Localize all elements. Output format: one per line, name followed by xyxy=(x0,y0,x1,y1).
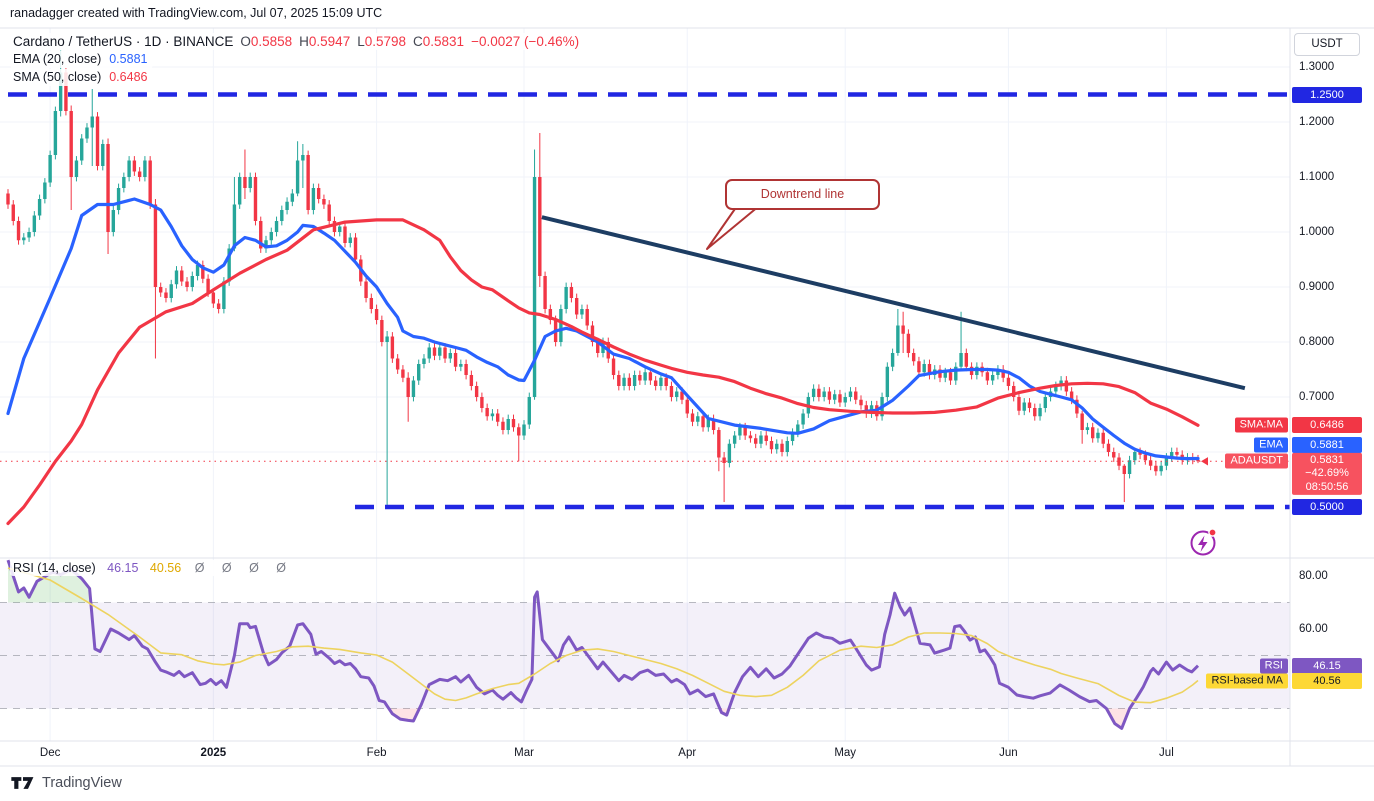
change-value: −0.0027 (−0.46%) xyxy=(471,34,580,49)
open-value: 0.5858 xyxy=(250,34,293,49)
tradingview-logo-text: TradingView xyxy=(42,775,122,791)
high-value: 0.5947 xyxy=(308,34,351,49)
symbol-legend-row[interactable]: Cardano / TetherUS · 1D · BINANCE O0.585… xyxy=(10,33,586,50)
ema-line xyxy=(6,197,1200,461)
time-label-Jul: Jul xyxy=(1159,747,1174,759)
rsi-label: RSI (14, close) xyxy=(13,561,96,575)
time-label-Jun: Jun xyxy=(999,747,1018,759)
axis-pill-ema-value: 0.5881 xyxy=(1292,437,1362,453)
open-label: O xyxy=(240,34,251,49)
axis-pill-sma-value: 0.6486 xyxy=(1292,417,1362,434)
sma-value: 0.6486 xyxy=(109,70,148,84)
sma-line xyxy=(6,218,1200,526)
price-tick-0.9000: 0.9000 xyxy=(1299,281,1335,293)
axis-tag-rsi-value: RSI xyxy=(1259,658,1288,674)
price-tick-0.7000: 0.7000 xyxy=(1299,391,1335,403)
time-label-Feb: Feb xyxy=(366,747,387,759)
downtrend-annotation[interactable]: Downtrend line xyxy=(725,179,880,210)
axis-pill-level-lower: 0.5000 xyxy=(1292,499,1362,515)
tradingview-logo[interactable]: TradingView xyxy=(10,773,122,793)
ema-label: EMA (20, close) xyxy=(13,52,102,66)
ema-legend-row[interactable]: EMA (20, close) 0.5881 xyxy=(10,51,154,68)
price-tick-0.8000: 0.8000 xyxy=(1299,336,1335,348)
lightning-icon xyxy=(1190,530,1216,556)
axis-tag-ema-value: EMA xyxy=(1254,437,1288,453)
axis-tag-rsi-ma-value: RSI-based MA xyxy=(1206,673,1288,689)
time-label-Mar: Mar xyxy=(514,747,534,759)
rsi-hidden-values: Ø Ø Ø Ø xyxy=(194,561,293,575)
low-label: L xyxy=(357,34,365,49)
chart-legend: Cardano / TetherUS · 1D · BINANCE O0.585… xyxy=(10,33,586,87)
rsi-legend-row[interactable]: RSI (14, close) 46.15 40.56 Ø Ø Ø Ø xyxy=(10,560,299,576)
rsi-tick-80.00: 80.00 xyxy=(1299,570,1328,582)
time-label-2025: 2025 xyxy=(200,747,227,759)
axis-tag-sma-value: SMA:MA xyxy=(1234,417,1288,433)
tradingview-logo-icon xyxy=(11,777,34,789)
annotation-tail xyxy=(706,205,760,250)
low-value: 0.5798 xyxy=(364,34,407,49)
sma-legend-row[interactable]: SMA (50, close) 0.6486 xyxy=(10,69,154,86)
notification-dot xyxy=(1208,528,1217,537)
price-tick-1.2000: 1.2000 xyxy=(1299,116,1335,128)
price-tick-1.1000: 1.1000 xyxy=(1299,171,1335,183)
symbol-title: Cardano / TetherUS · 1D · BINANCE xyxy=(13,34,234,49)
lightning-bolt-glyph xyxy=(1198,535,1208,552)
time-label-Dec: Dec xyxy=(39,747,61,759)
ema-value: 0.5881 xyxy=(109,52,148,66)
rsi-tick-60.00: 60.00 xyxy=(1299,623,1328,635)
axis-pill-rsi-ma-value: 40.56 xyxy=(1292,672,1362,689)
axis-pill-symbol-price: 0.5831 −42.69% 08:50:56 xyxy=(1292,452,1362,496)
attribution-text: ranadagger created with TradingView.com,… xyxy=(10,6,383,20)
axis-tag-symbol-price: ADAUSDT xyxy=(1225,453,1288,469)
axis-pill-level-upper: 1.2500 xyxy=(1292,86,1362,103)
high-label: H xyxy=(299,34,309,49)
axis-pill-rsi-value: 46.15 xyxy=(1292,657,1362,674)
price-arrow xyxy=(1201,457,1209,466)
close-label: C xyxy=(413,34,423,49)
close-value: 0.5831 xyxy=(422,34,465,49)
rsi-line xyxy=(6,559,1200,730)
sma-label: SMA (50, close) xyxy=(13,70,102,84)
downtrend-line xyxy=(541,215,1246,391)
time-label-May: May xyxy=(834,747,857,759)
rsi-value: 46.15 xyxy=(107,561,139,575)
rsi-ma-value: 40.56 xyxy=(149,561,182,575)
currency-unit-button[interactable]: USDT xyxy=(1294,33,1360,56)
price-tick-1.3000: 1.3000 xyxy=(1299,61,1335,73)
price-tick-1.0000: 1.0000 xyxy=(1299,226,1335,238)
time-label-Apr: Apr xyxy=(678,747,697,759)
rsi-ma-line xyxy=(7,567,1199,704)
